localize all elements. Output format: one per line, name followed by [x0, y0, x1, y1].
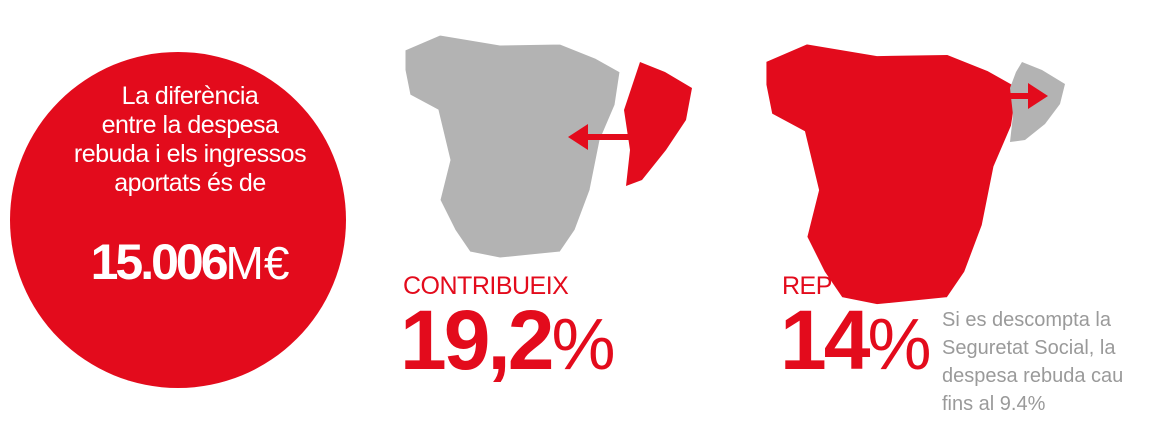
contributes-figure: 19,2%: [400, 298, 616, 405]
receives-value: 14: [780, 293, 870, 387]
amount: 15.006M€: [30, 232, 350, 305]
note-line: Seguretat Social, la: [942, 337, 1116, 359]
contributes-unit: %: [551, 305, 616, 385]
summary-line: rebuda i els ingressos: [73, 140, 307, 168]
receives-figure: 14%: [780, 298, 932, 405]
note-line: Si es descompta la: [942, 309, 1111, 331]
spain-map-left: [404, 34, 621, 259]
receives-unit: %: [867, 305, 932, 385]
catalonia-left: [624, 62, 692, 186]
arrow-right: [990, 83, 1048, 109]
spain-map-right: [765, 43, 1019, 306]
summary-text: La diferència entre la despesa rebuda i …: [30, 82, 350, 198]
arrow-left: [568, 124, 648, 150]
receives-label: REP: [782, 272, 832, 300]
note-line: fins al 9.4%: [942, 393, 1046, 415]
contributes-label: CONTRIBUEIX: [403, 272, 569, 300]
amount-value: 15.006: [90, 234, 229, 290]
summary-line: aportats és de: [114, 169, 266, 197]
contributes-value: 19,2: [400, 293, 554, 387]
note-line: despesa rebuda cau: [942, 365, 1124, 387]
amount-unit: M€: [225, 237, 290, 289]
note: Si es descompta la Seguretat Social, la …: [942, 306, 1123, 418]
summary-circle: [10, 52, 346, 388]
summary-line: entre la despesa: [101, 111, 279, 139]
summary-line: La diferència: [121, 82, 259, 110]
